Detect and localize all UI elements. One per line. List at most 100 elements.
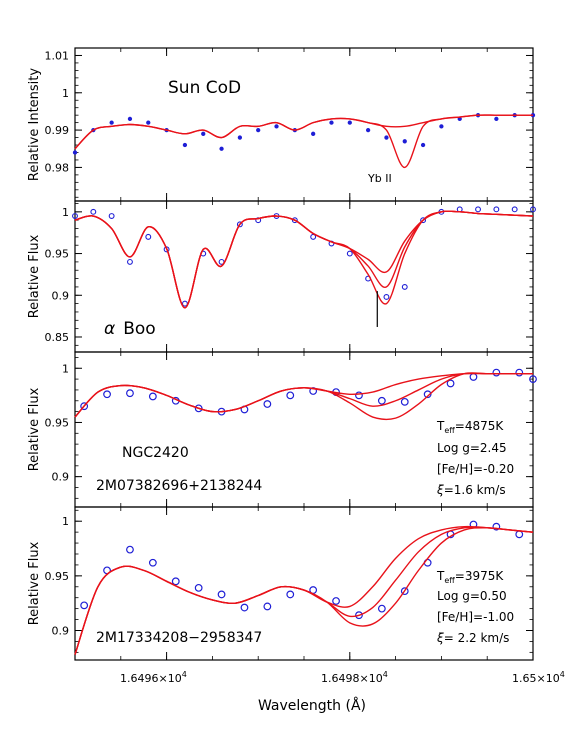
observed-point xyxy=(420,142,426,148)
model-spectrum-line xyxy=(74,210,534,309)
feh-param: [Fe/H]=-0.20 xyxy=(437,462,514,476)
observed-point xyxy=(310,233,317,240)
observed-point xyxy=(236,221,243,228)
observed-point xyxy=(72,150,78,155)
observed-point xyxy=(240,603,249,612)
observed-point xyxy=(80,402,89,411)
observed-point xyxy=(126,545,134,554)
observed-point xyxy=(274,124,279,129)
y-axis-title: Relative Flux xyxy=(27,541,42,625)
y-tick-label: 0.9 xyxy=(52,289,70,302)
observed-point xyxy=(182,142,188,148)
y-tick-label: 1 xyxy=(62,206,69,219)
observed-point xyxy=(355,391,363,400)
observed-point xyxy=(377,396,386,405)
observed-point xyxy=(494,116,499,122)
y-tick-label: 1 xyxy=(62,515,69,528)
observed-point xyxy=(201,131,206,136)
observed-point xyxy=(420,217,427,224)
logg-param: Log g=2.45 xyxy=(437,441,507,455)
y-tick-label: 0.9 xyxy=(52,624,70,637)
y-tick-label: 0.95 xyxy=(45,570,70,583)
observed-point xyxy=(384,135,389,140)
observed-point xyxy=(219,146,224,151)
observed-point xyxy=(127,258,133,265)
panel-2m17334208: 0.9 0.95 1 Relative Flux xyxy=(27,506,534,661)
observed-point xyxy=(475,206,481,213)
observed-point xyxy=(511,206,518,213)
star-params: Teff=3975K Log g=0.50 [Fe/H]=-1.00 ξ= 2.… xyxy=(436,569,514,645)
observed-point xyxy=(402,139,407,144)
observed-point xyxy=(332,597,340,605)
teff-param: Teff=3975K xyxy=(436,569,504,585)
observed-point xyxy=(355,611,363,620)
boo-text: Boo xyxy=(123,319,155,339)
model-spectrum-line xyxy=(74,210,534,309)
observed-point xyxy=(515,530,524,539)
observed-point xyxy=(217,590,226,599)
observed-point xyxy=(377,604,386,613)
observed-point xyxy=(311,131,316,136)
observed-point xyxy=(109,120,114,125)
observed-point xyxy=(263,400,272,408)
y-tick-label: 1.01 xyxy=(45,49,70,62)
observed-point xyxy=(530,206,536,213)
observed-point xyxy=(439,124,444,129)
observed-point xyxy=(194,583,203,592)
observed-point xyxy=(515,368,524,377)
alpha-symbol: α xyxy=(104,319,115,339)
observed-point xyxy=(146,120,151,125)
model-spectrum-line xyxy=(74,372,533,421)
observed-point xyxy=(194,404,203,413)
xi-param: ξ=1.6 km/s xyxy=(436,483,506,497)
y-tick-label: 0.95 xyxy=(45,416,70,429)
xi-param: ξ= 2.2 km/s xyxy=(436,631,509,645)
observed-point xyxy=(103,390,111,399)
y-tick-label: 0.9 xyxy=(52,471,70,484)
sun-cod-label: Sun CoD xyxy=(168,78,241,98)
observed-point xyxy=(365,127,371,133)
observed-point xyxy=(347,120,352,125)
model-spectrum-line xyxy=(74,372,533,418)
observed-point xyxy=(401,283,408,290)
observed-point xyxy=(400,397,409,406)
observed-point xyxy=(346,250,353,257)
alpha-boo-label: α Boo xyxy=(104,319,156,339)
teff-param: Teff=4875K xyxy=(436,419,504,435)
model-spectrum-line xyxy=(74,114,533,150)
observed-point xyxy=(72,213,78,219)
observed-point xyxy=(256,127,261,133)
observed-point xyxy=(127,116,133,122)
y-tick-label: 0.85 xyxy=(45,331,70,344)
y-tick-label: 0.95 xyxy=(45,248,70,261)
y-axis-title: Relative Flux xyxy=(27,234,42,318)
ngc2420-label: NGC2420 xyxy=(122,445,189,461)
observed-point xyxy=(492,368,501,377)
observed-point xyxy=(171,577,180,586)
y-axis-title: Relative Intensity xyxy=(27,68,42,181)
observed-point xyxy=(90,208,97,215)
observed-point xyxy=(423,390,432,399)
x-axis-title: Wavelength (Å) xyxy=(258,697,366,714)
ngc2420-params: Teff=4875K Log g=2.45 [Fe/H]=-0.20 ξ=1.6… xyxy=(436,419,514,497)
observed-point xyxy=(126,389,134,398)
x-tick-label: 1.65×104 xyxy=(512,670,565,685)
observed-point xyxy=(255,217,262,224)
observed-point xyxy=(383,293,390,300)
observed-point xyxy=(291,217,298,224)
panel-frame xyxy=(74,47,534,202)
observed-point xyxy=(148,558,157,567)
observed-point xyxy=(446,379,455,388)
panel-ngc2420: 0.9 0.95 1 Relative Flux xyxy=(27,351,537,508)
y-tick-label: 0.99 xyxy=(45,124,70,137)
observed-point xyxy=(400,587,409,596)
model-spectrum-line xyxy=(74,527,534,655)
y-tick-label: 1 xyxy=(62,87,69,100)
y-axis-title: Relative Flux xyxy=(27,387,42,471)
y-tick-label: 1 xyxy=(62,362,69,375)
observed-point xyxy=(469,373,478,381)
model-spectrum-line xyxy=(74,210,534,309)
logg-param: Log g=0.50 xyxy=(437,589,507,603)
observed-point xyxy=(529,375,537,383)
x-tick-label: 1.6496×104 xyxy=(120,670,187,685)
